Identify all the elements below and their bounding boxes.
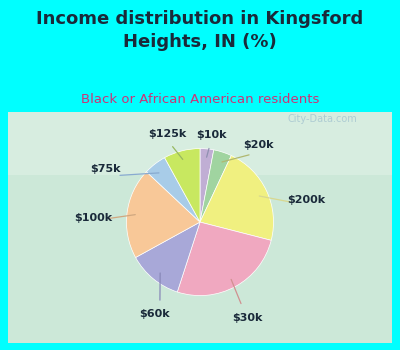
Wedge shape xyxy=(126,172,200,258)
Text: Black or African American residents: Black or African American residents xyxy=(81,93,319,106)
Wedge shape xyxy=(164,149,200,222)
Text: $100k: $100k xyxy=(74,214,112,223)
Wedge shape xyxy=(200,155,274,240)
Wedge shape xyxy=(146,158,200,222)
Text: $125k: $125k xyxy=(148,129,186,139)
Text: $10k: $10k xyxy=(196,130,226,140)
Wedge shape xyxy=(200,150,231,222)
Wedge shape xyxy=(136,222,200,292)
Text: $30k: $30k xyxy=(232,313,263,323)
Bar xyxy=(8,112,392,175)
Wedge shape xyxy=(200,149,214,222)
Bar xyxy=(8,112,392,343)
Text: Income distribution in Kingsford
Heights, IN (%): Income distribution in Kingsford Heights… xyxy=(36,10,364,51)
Text: $60k: $60k xyxy=(139,309,170,319)
Text: $75k: $75k xyxy=(91,164,121,174)
Text: City-Data.com: City-Data.com xyxy=(288,114,358,124)
Wedge shape xyxy=(177,222,271,295)
Text: $20k: $20k xyxy=(244,140,274,150)
Polygon shape xyxy=(0,0,400,112)
Text: $200k: $200k xyxy=(288,195,326,205)
